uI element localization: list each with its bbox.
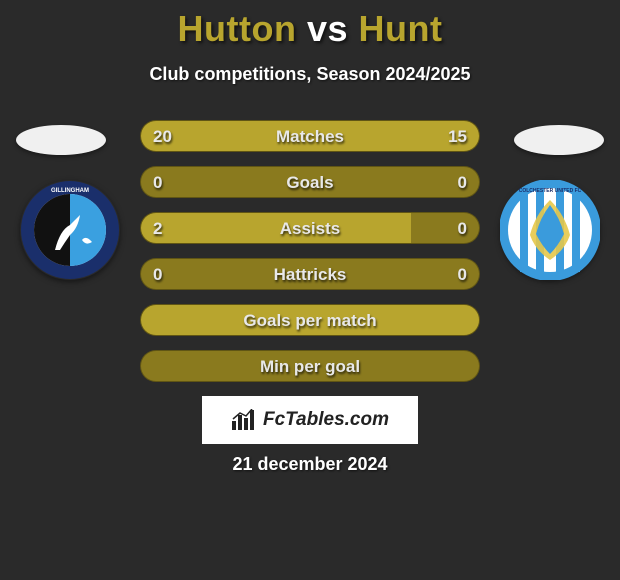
subtitle: Club competitions, Season 2024/2025: [0, 64, 620, 85]
stat-row: Matches20 15: [140, 120, 480, 152]
stat-label: Min per goal: [141, 351, 479, 382]
stat-value-right: 0: [458, 213, 467, 244]
brand-box[interactable]: FcTables.com: [202, 396, 418, 444]
stat-value-right: 0: [458, 259, 467, 290]
title-vs: vs: [307, 8, 348, 49]
title-player1: Hutton: [178, 8, 297, 49]
stat-row: Assists2 0: [140, 212, 480, 244]
stat-label: Hattricks: [141, 259, 479, 290]
stat-row: Hattricks0 0: [140, 258, 480, 290]
stat-label: Goals: [141, 167, 479, 198]
page-title: Hutton vs Hunt: [0, 0, 620, 50]
stat-label: Goals per match: [141, 305, 479, 336]
stat-value-left: 0: [153, 167, 162, 198]
stat-row: Min per goal: [140, 350, 480, 382]
stat-row: Goals0 0: [140, 166, 480, 198]
comparison-card: Hutton vs Hunt Club competitions, Season…: [0, 0, 620, 580]
stat-label: Assists: [141, 213, 479, 244]
stat-value-left: 20: [153, 121, 172, 152]
stat-value-left: 2: [153, 213, 162, 244]
bar-chart-icon: [231, 409, 257, 431]
date-text: 21 december 2024: [0, 454, 620, 475]
stat-label: Matches: [141, 121, 479, 152]
stat-row: Goals per match: [140, 304, 480, 336]
brand-text: FcTables.com: [263, 409, 389, 431]
stats-area: Matches2015Goals00Assists20Hattricks00Go…: [0, 120, 620, 396]
title-player2: Hunt: [359, 8, 443, 49]
stat-value-right: 0: [458, 167, 467, 198]
stat-value-left: 0: [153, 259, 162, 290]
stat-value-right: 15: [448, 121, 467, 152]
